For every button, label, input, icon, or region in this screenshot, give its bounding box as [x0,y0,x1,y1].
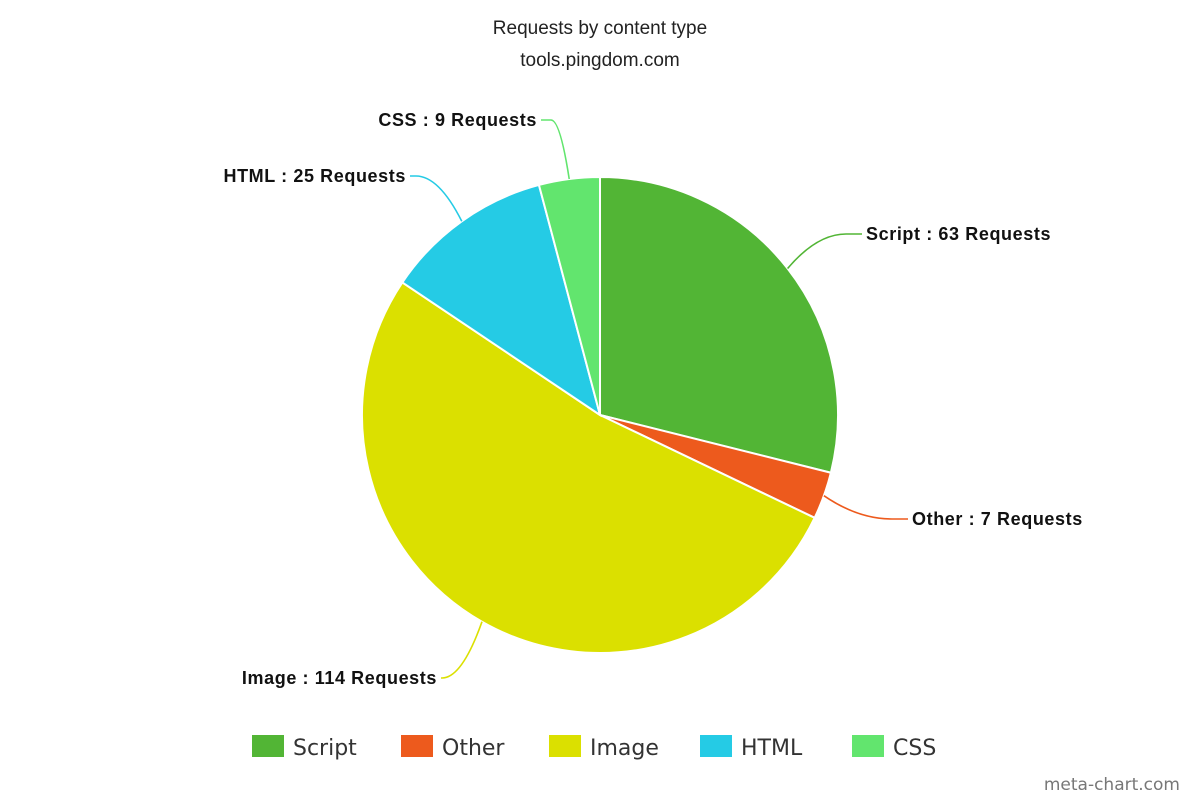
credit-text: meta-chart.com [1044,775,1180,795]
legend-label-css: CSS [893,736,936,761]
slice-label-other: Other : 7 Requests [912,509,1083,529]
slice-label-script: Script : 63 Requests [866,224,1051,244]
legend-label-other: Other [442,736,505,761]
legend-label-html: HTML [741,736,803,761]
chart-title: Requests by content type [493,18,707,39]
slice-label-css: CSS : 9 Requests [378,110,537,130]
legend-swatch-other [401,735,433,757]
legend-label-image: Image [590,736,659,761]
legend-swatch-script [252,735,284,757]
legend-swatch-html [700,735,732,757]
pie-slice-image [361,281,816,654]
connector-image [441,621,483,679]
pie-slice-script [599,175,839,474]
slice-label-image: Image : 114 Requests [242,668,437,688]
connector-other [823,495,908,520]
slice-label-html: HTML : 25 Requests [223,166,406,186]
legend: Script Other Image HTML CSS [252,735,936,761]
legend-swatch-image [549,735,581,757]
legend-label-script: Script [293,736,357,761]
label-connectors [410,119,908,679]
pie-slices [361,175,839,654]
pie-slice-css [537,175,601,416]
legend-swatch-css [852,735,884,757]
connector-css [541,119,571,180]
connector-html [410,175,463,222]
chart-subtitle: tools.pingdom.com [520,50,679,71]
slice-labels: Script : 63 Requests Other : 7 Requests Im… [223,110,1082,688]
connector-script [786,233,862,270]
